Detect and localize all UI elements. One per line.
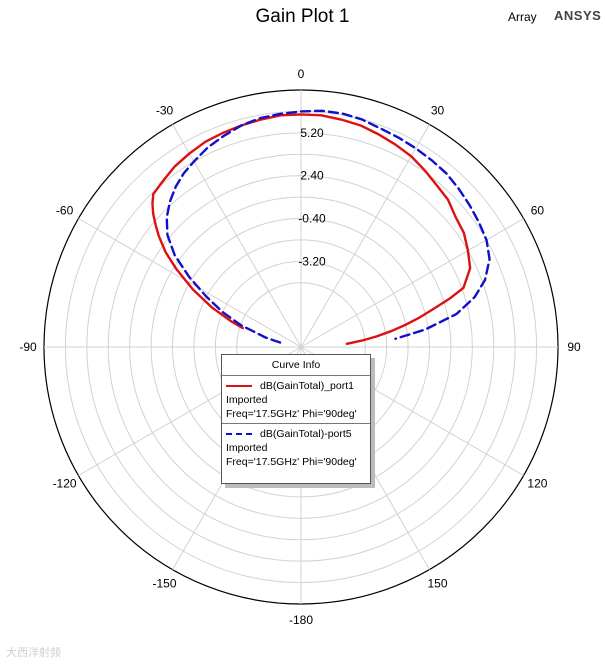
- angle-tick-30: 30: [431, 104, 445, 118]
- angle-tick--180: -180: [289, 613, 313, 627]
- grid-spokes: [44, 90, 558, 604]
- chart-title: Gain Plot 1: [255, 6, 350, 27]
- angle-tick-0: 0: [298, 67, 305, 81]
- radial-tick-labels: -3.20 -0.40 2.40 5.20: [298, 126, 326, 268]
- radial-tick-1: -0.40: [298, 212, 326, 226]
- grid-spoke-330: [172, 124, 302, 348]
- legend-swatch-port5: [226, 433, 252, 435]
- angle-tick--60: -60: [56, 204, 74, 218]
- watermark: 大西洋射频: [6, 647, 61, 659]
- legend-series-context: Freq='17.5GHz' Phi='90deg': [226, 408, 357, 420]
- grid-spoke-30: [300, 124, 430, 348]
- legend-entry-port1: dB(GainTotal)_port1 Imported Freq='17.5G…: [222, 376, 370, 423]
- angle-tick--150: -150: [152, 576, 176, 590]
- radial-tick-2: 2.40: [300, 169, 324, 183]
- angle-tick--120: -120: [53, 477, 77, 491]
- angle-tick--90: -90: [19, 340, 37, 354]
- angle-tick-90: 90: [567, 340, 581, 354]
- angle-tick-120: 120: [527, 477, 547, 491]
- legend-title: Curve Info: [222, 355, 370, 376]
- grid-spoke-60: [300, 218, 524, 348]
- legend-series-context: Freq='17.5GHz' Phi='90deg': [226, 456, 357, 468]
- angle-tick--30: -30: [156, 104, 174, 118]
- legend-entry-port5: dB(GainTotal)-port5 Imported Freq='17.5G…: [222, 423, 370, 471]
- radial-tick-3: 5.20: [300, 126, 324, 140]
- legend: Curve Info dB(GainTotal)_port1 Imported …: [221, 354, 371, 484]
- brand-logo: ANSYS: [554, 8, 602, 23]
- legend-series-name: dB(GainTotal)_port1: [260, 380, 354, 392]
- series-line-port1: [151, 113, 472, 345]
- product-label: Array: [508, 10, 537, 24]
- legend-series-source: Imported: [226, 442, 268, 454]
- angle-tick-150: 150: [427, 576, 447, 590]
- legend-series-source: Imported: [226, 394, 268, 406]
- grid-spoke-300: [78, 218, 302, 348]
- series-line-port5: [165, 109, 491, 344]
- series-curves: [151, 109, 491, 345]
- angle-tick-60: 60: [531, 204, 545, 218]
- angle-tick-labels: 0 30 60 90 120 150 -180 -150 -120 -90 -60 -30: [19, 67, 581, 627]
- radial-tick-0: -3.20: [298, 254, 326, 268]
- legend-swatch-port1: [226, 385, 252, 387]
- legend-series-name: dB(GainTotal)-port5: [260, 428, 352, 440]
